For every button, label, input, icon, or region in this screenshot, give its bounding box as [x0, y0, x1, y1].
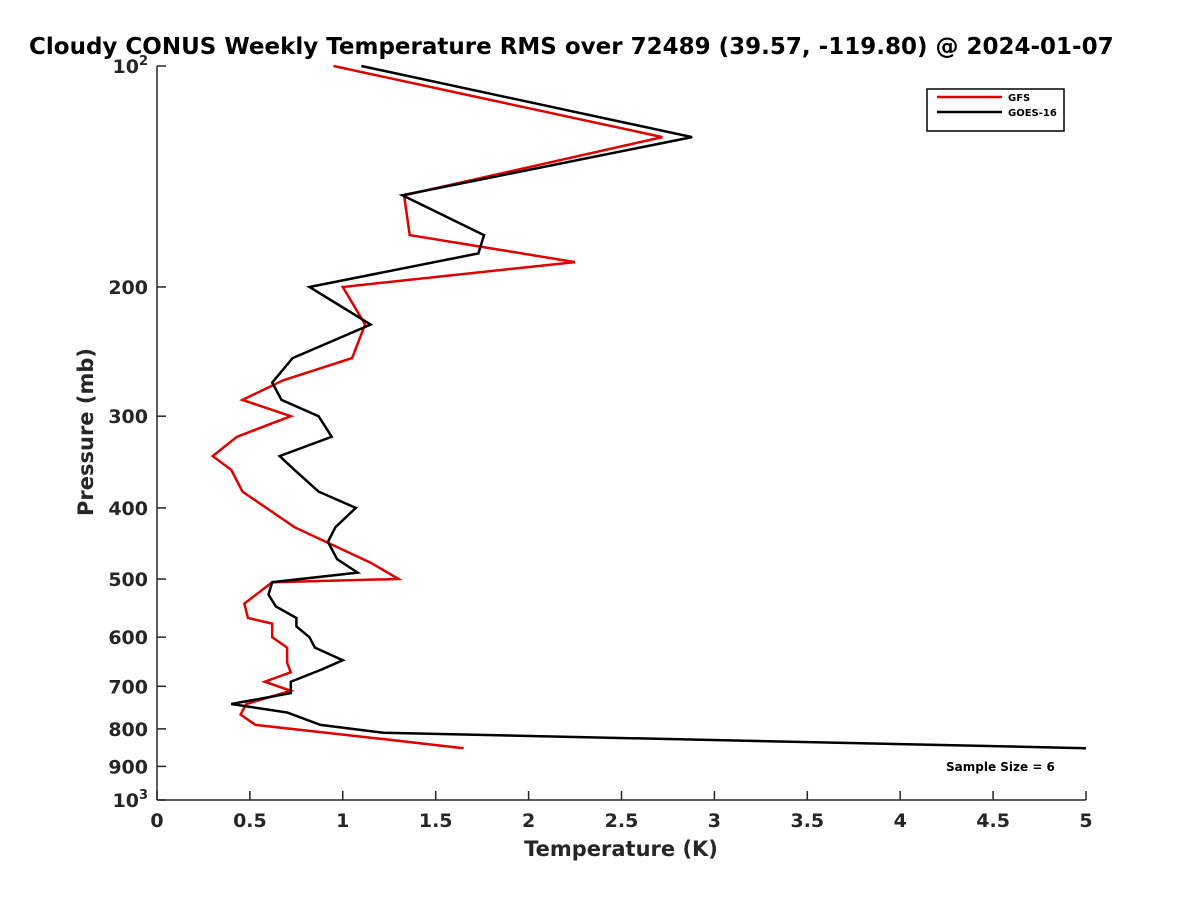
x-tick-label: 0: [150, 810, 163, 832]
x-tick-label: 3: [708, 810, 721, 832]
y-tick-label: 103: [113, 788, 149, 812]
legend-label: GFS: [1008, 93, 1030, 104]
x-tick-label: 1.5: [419, 810, 453, 832]
x-tick-label: 0.5: [233, 810, 267, 832]
y-tick-label: 300: [108, 406, 148, 428]
y-tick-label: 200: [108, 277, 148, 299]
y-tick-label: 500: [108, 569, 148, 591]
x-tick-label: 2.5: [605, 810, 639, 832]
x-axis-label: Temperature (K): [524, 837, 718, 861]
legend-label: GOES-16: [1008, 108, 1057, 119]
x-tick-label: 4: [894, 810, 907, 832]
x-tick-label: 2: [522, 810, 535, 832]
x-tick-label: 3.5: [790, 810, 824, 832]
axes: 0 0.5 1 1.5 2 2.5 3 3.5 4 4.5 5 102 200 300 400 500 600 7…: [108, 54, 1092, 832]
y-tick-label: 700: [108, 676, 148, 698]
chart-title: Cloudy CONUS Weekly Temperature RMS over…: [29, 34, 1114, 60]
x-tick-label: 5: [1079, 810, 1092, 832]
series-layer: [210, 64, 1087, 750]
y-axis-label: Pressure (mb): [74, 348, 98, 516]
y-tick-label: 102: [113, 54, 149, 78]
sample-size-annotation: Sample Size = 6: [946, 760, 1055, 774]
series-line-goes-16: [231, 64, 1087, 750]
y-tick-label: 900: [108, 756, 148, 778]
x-tick-label: 1: [336, 810, 349, 832]
legend: GFS GOES-16: [926, 88, 1065, 132]
y-tick-label: 800: [108, 719, 148, 741]
y-tick-label: 400: [108, 498, 148, 520]
y-tick-label: 600: [108, 627, 148, 649]
series-line-gfs: [210, 64, 663, 750]
x-tick-label: 4.5: [976, 810, 1010, 832]
